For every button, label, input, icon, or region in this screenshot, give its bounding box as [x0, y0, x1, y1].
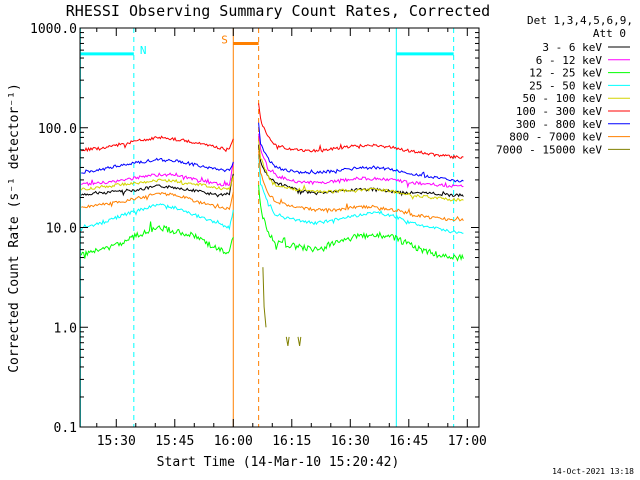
series-5-segment-0: [81, 135, 234, 153]
series-1-segment-0: [80, 162, 234, 187]
series-6: [81, 122, 464, 183]
legend-label-0: 3 - 6 keV: [542, 41, 602, 54]
series-2-segment-1: [258, 185, 464, 262]
legend-header-line-1: Det 1,3,4,5,6,9,: [527, 14, 633, 27]
legend-header-line-2: Att 0: [593, 27, 626, 40]
series-5-segment-1: [258, 103, 464, 160]
series-4: [80, 140, 464, 202]
series-4-segment-1: [258, 140, 464, 202]
y-tick-label-0: 0.1: [54, 421, 77, 436]
x-tick-label-4: 16:30: [331, 434, 370, 449]
series-8-segment-0: [262, 267, 267, 328]
series-7-segment-0: [81, 192, 234, 211]
attenuator-bars: NS: [80, 33, 454, 57]
series-0: [80, 144, 464, 198]
series-2: [80, 185, 464, 262]
series-2-segment-0: [80, 221, 234, 259]
y-tick-label-3: 100.0: [38, 122, 77, 137]
bar-label-1: S: [221, 33, 228, 46]
timestamp: 14-Oct-2021 13:18: [552, 467, 634, 476]
series-0-segment-0: [80, 173, 234, 198]
tick-marks: 15:30 15:45 16:00 16:15 16:30 16:45 17:00 0.1 1.…: [30, 22, 487, 449]
series-7: [81, 150, 464, 222]
legend-label-5: 100 - 300 keV: [516, 105, 602, 118]
legend-label-3: 25 - 50 keV: [529, 79, 602, 92]
legend-label-8: 7000 - 15000 keV: [496, 143, 602, 156]
x-tick-label-0: 15:30: [97, 434, 136, 449]
legend-label-4: 50 - 100 keV: [523, 92, 603, 105]
y-tick-label-4: 1000.0: [30, 22, 77, 37]
series-5: [81, 103, 464, 160]
series-6-segment-0: [81, 157, 234, 174]
series-3: [80, 154, 464, 234]
series-3-segment-1: [258, 154, 464, 234]
y-tick-label-2: 10.0: [46, 222, 77, 237]
x-tick-label-5: 16:45: [389, 434, 428, 449]
series-7-segment-1: [258, 150, 464, 222]
x-tick-label-1: 15:45: [155, 434, 194, 449]
series-8-segment-2: [297, 336, 302, 346]
series-8-segment-1: [285, 336, 290, 346]
chart-title: RHESSI Observing Summary Count Rates, Co…: [66, 2, 490, 20]
y-tick-label-1: 1.0: [54, 321, 77, 336]
series-8: [262, 267, 302, 346]
series-4-segment-0: [80, 175, 234, 191]
x-tick-label-3: 16:15: [272, 434, 311, 449]
legend-label-2: 12 - 25 keV: [529, 67, 602, 80]
y-axis-label: Corrected Count Rate (s⁻¹ detector⁻¹): [7, 83, 22, 373]
legend-label-1: 6 - 12 keV: [536, 54, 603, 67]
legend-label-6: 300 - 800 keV: [516, 118, 602, 131]
series-1: [80, 133, 464, 189]
series-layer: [80, 103, 464, 346]
bar-label-0: N: [140, 44, 147, 57]
x-tick-label-6: 17:00: [448, 434, 487, 449]
series-1-segment-1: [258, 133, 464, 189]
series-3-segment-0: [80, 203, 234, 232]
series-0-segment-1: [258, 144, 464, 198]
series-6-segment-1: [258, 122, 464, 183]
legend-label-7: 800 - 7000 keV: [509, 131, 602, 144]
x-axis-label: Start Time (14-Mar-10 15:20:42): [157, 455, 400, 470]
x-tick-label-2: 16:00: [214, 434, 253, 449]
